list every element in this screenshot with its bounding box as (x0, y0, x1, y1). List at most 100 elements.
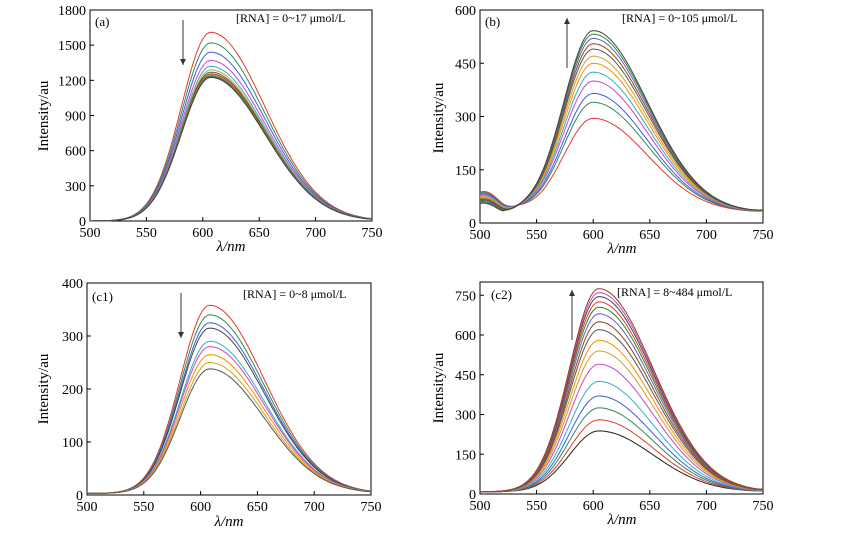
spectrum-line (480, 321, 764, 493)
y-tick-label: 200 (62, 383, 83, 398)
spectrum-line (480, 296, 764, 493)
x-tick-label: 650 (247, 500, 268, 515)
spectrum-line (479, 80, 763, 212)
spectrum-line (480, 288, 764, 493)
spectrum-line (480, 419, 763, 493)
plot-area-frame (86, 282, 372, 496)
panel-c1-xlabel: λ/nm (214, 514, 244, 530)
x-tick-label: 500 (80, 226, 101, 241)
spectrum-line (480, 301, 763, 493)
y-tick-label: 600 (65, 145, 86, 160)
y-tick-label: 0 (469, 217, 476, 232)
plot-area-frame (479, 281, 764, 495)
spectrum-line (87, 354, 372, 494)
spectrum-line (87, 322, 371, 494)
spectrum-line (90, 75, 373, 222)
y-tick-label: 1200 (58, 74, 86, 89)
spectrum-line (90, 73, 373, 222)
x-tick-label: 700 (304, 500, 325, 515)
panel-a-yticks: 0 300 600 900 1200 1500 1800 (58, 4, 94, 230)
panel-b-label: (b) (485, 14, 500, 29)
y-tick-label: 750 (455, 289, 476, 304)
x-tick-label: 700 (696, 499, 717, 514)
spectrum-line (479, 407, 764, 493)
spectrum-line (479, 30, 764, 212)
spectrum-line (479, 62, 764, 211)
x-tick-label: 650 (639, 228, 660, 243)
panel-a-xlabel: λ/nm (216, 239, 246, 255)
panel-a-annotation: [RNA] = 0~17 μmol/L (236, 11, 345, 25)
x-tick-label: 550 (526, 499, 547, 514)
plot-area-frame (89, 9, 373, 222)
y-tick-label: 0 (76, 489, 83, 504)
spectrum-line (87, 327, 372, 494)
spectrum-line (479, 71, 763, 212)
y-tick-label: 150 (455, 164, 476, 179)
x-tick-label: 750 (362, 226, 383, 241)
x-tick-label: 550 (526, 228, 547, 243)
panel-b-annotation: [RNA] = 0~105 μmol/L (622, 11, 737, 25)
y-tick-label: 1800 (58, 4, 86, 19)
y-tick-label: 300 (65, 180, 86, 195)
spectrum-line (90, 76, 372, 222)
x-tick-label: 650 (249, 226, 270, 241)
spectrum-line (90, 76, 372, 222)
panel-c1-arrow (178, 293, 184, 338)
panel-b-ylabel: Intensity/au (431, 82, 447, 153)
panel-c2-ylabel: Intensity/au (431, 352, 447, 423)
panel-c1-ylabel: Intensity/au (36, 353, 52, 424)
arrow-head (564, 18, 570, 24)
spectrum-line (87, 340, 372, 494)
panel-c2-arrow (569, 290, 575, 340)
x-tick-label: 700 (305, 226, 326, 241)
y-tick-label: 300 (455, 111, 476, 126)
arrow-head (178, 332, 184, 338)
panel-b-series (479, 30, 764, 212)
x-tick-label: 500 (470, 228, 491, 243)
x-tick-label: 600 (583, 499, 604, 514)
panel-a-series (89, 31, 373, 222)
panel-c1-annotation: [RNA] = 0~8 μmol/L (243, 287, 346, 301)
panel-b: 500 550 600 650 700 750 0 150 300 450 600 (b) [RN… (431, 4, 774, 257)
spectrum-line (90, 65, 373, 222)
panel-c2-label: (c2) (491, 287, 512, 302)
y-tick-label: 450 (455, 57, 476, 72)
spectrum-line (480, 350, 764, 493)
spectrum-line (479, 43, 763, 211)
y-tick-label: 0 (79, 215, 86, 230)
x-tick-label: 500 (470, 499, 491, 514)
x-tick-label: 700 (696, 228, 717, 243)
spectrum-line (87, 361, 372, 494)
y-tick-label: 1500 (58, 39, 86, 54)
y-tick-label: 600 (455, 4, 476, 19)
spectrum-line (90, 74, 373, 222)
panel-a-ylabel: Intensity/au (36, 80, 52, 151)
panel-b-arrow (564, 18, 570, 68)
y-tick-label: 100 (62, 436, 83, 451)
spectrum-line (90, 71, 372, 222)
x-tick-label: 600 (190, 500, 211, 515)
panel-b-yticks: 0 150 300 450 600 (455, 4, 484, 232)
spectrum-line (480, 306, 764, 493)
panel-c2: 500 550 600 650 700 750 0 150 300 450 600 750 (c2)… (431, 281, 774, 528)
panel-c1-label: (c1) (92, 289, 113, 304)
panel-c2-annotation: [RNA] = 8~484 μmol/L (617, 285, 732, 299)
y-tick-label: 300 (62, 330, 83, 345)
spectrum-line (479, 55, 764, 211)
spectrum-line (87, 346, 372, 494)
y-tick-label: 400 (62, 277, 83, 292)
panel-c1: 500 550 600 650 700 750 0 100 200 300 400 (c1) [R… (36, 277, 382, 530)
x-tick-label: 550 (133, 500, 154, 515)
x-tick-label: 600 (192, 226, 213, 241)
panel-c2-series (479, 288, 764, 493)
x-tick-label: 750 (361, 500, 382, 515)
panel-a-label: (a) (95, 14, 109, 29)
panel-c2-yticks: 0 150 300 450 600 750 (455, 289, 484, 503)
y-tick-label: 150 (455, 448, 476, 463)
x-tick-label: 600 (583, 228, 604, 243)
arrow-head (180, 59, 186, 65)
spectrum-line (479, 395, 763, 493)
panel-a: 500 550 600 650 700 750 0 300 600 900 1200 1500 180… (36, 4, 383, 255)
y-tick-label: 450 (455, 369, 476, 384)
panel-c1-yticks: 0 100 200 300 400 (62, 277, 91, 504)
